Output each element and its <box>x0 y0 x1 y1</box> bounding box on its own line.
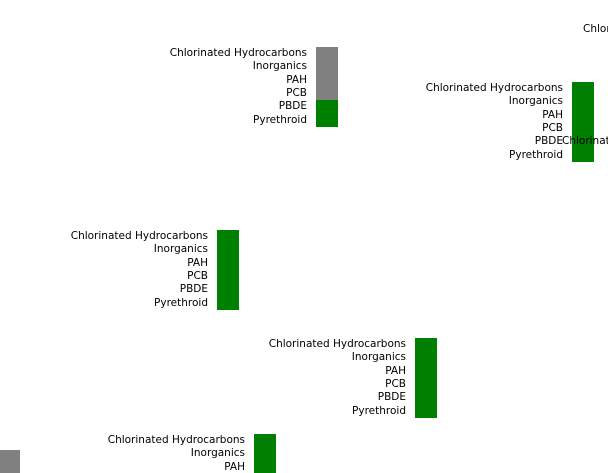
marker-label: Chlorinated Hydrocarbons <box>70 230 208 242</box>
marker-bar[interactable] <box>316 47 338 127</box>
marker-label: Inorganics <box>252 60 307 73</box>
marker-bar-segment <box>316 86 338 101</box>
marker-labels: Chlorinated Hydrocarbons Inorganics PAH PCB… <box>170 47 307 127</box>
marker-bar[interactable] <box>415 338 437 418</box>
marker-label: PAH <box>385 364 406 377</box>
marker-bar-segment <box>316 100 338 114</box>
marker-bar-segment <box>415 391 437 405</box>
marker-label: Chlorinated Hydrocarbons <box>268 338 406 350</box>
marker-bar[interactable] <box>254 434 276 473</box>
marker-label: Pyrethroid <box>509 148 563 161</box>
marker-label: Chlorinated Hydrocarbons <box>107 434 245 446</box>
marker-bar[interactable] <box>217 230 239 310</box>
map-marker: Chlorinated Hydrocarbons Inorganics PAH PCB… <box>420 82 594 162</box>
marker-labels: Chlorinated Hydrocarbons Inorganics PAH PCB… <box>426 82 563 162</box>
marker-label: PBDE <box>278 100 307 113</box>
marker-label: Pyrethroid <box>154 296 208 309</box>
clipped-marker-label: Chlor <box>583 23 608 35</box>
marker-bar-segment <box>415 338 437 352</box>
map-marker: Chlorinated Hydrocarbons Inorganics PAH <box>100 434 276 473</box>
marker-label: Inorganics <box>351 351 406 364</box>
marker-labels: Chlorinated Hydrocarbons Inorganics PAH <box>108 434 245 473</box>
marker-bar-segment <box>254 447 276 461</box>
marker-label: PBDE <box>179 283 208 296</box>
marker-bar-segment <box>217 230 239 244</box>
marker-label: PAH <box>187 256 208 269</box>
marker-bar-segment <box>316 113 338 127</box>
marker-bar-segment <box>572 148 594 162</box>
marker-label: PAH <box>224 460 245 473</box>
marker-bar-segment <box>415 404 437 418</box>
marker-label: Chlorinated Hydrocarbons <box>425 82 563 94</box>
marker-labels: Chlorinated Hydrocarbons Inorganics PAH PCB… <box>71 230 208 310</box>
map-marker: Chlorinated Hydrocarbons Inorganics PAH PCB… <box>60 230 239 310</box>
marker-bar-segment <box>217 243 239 257</box>
marker-label: PCB <box>385 377 406 390</box>
marker-labels: Chlorinated Hydrocarbons Inorganics PAH PCB… <box>269 338 406 418</box>
marker-bar-segment <box>316 47 338 61</box>
marker-bar-segment <box>572 108 594 122</box>
marker-bar-segment <box>572 82 594 96</box>
marker-bar-segment <box>415 351 437 365</box>
marker-label: Pyrethroid <box>352 404 406 417</box>
map-marker: Chlorinated Hydrocarbons Inorganics PAH PCB… <box>160 47 338 127</box>
marker-bar-segment <box>217 296 239 310</box>
marker-bar-segment <box>572 121 594 136</box>
marker-label: PAH <box>542 108 563 121</box>
overlapping-marker-label: Chlorinate <box>562 135 608 147</box>
marker-label: Inorganics <box>153 243 208 256</box>
marker-label: Inorganics <box>508 95 563 108</box>
marker-bar-segment <box>217 269 239 284</box>
marker-label: Pyrethroid <box>253 113 307 126</box>
marker-bar-segment <box>415 364 437 378</box>
marker-label: Inorganics <box>190 447 245 460</box>
marker-label: PBDE <box>377 391 406 404</box>
marker-bar-segment <box>254 460 276 473</box>
marker-bar[interactable] <box>572 82 594 162</box>
marker-bar-segment <box>217 256 239 270</box>
marker-bar-segment <box>415 377 437 392</box>
marker-bar-segment <box>254 434 276 448</box>
marker-bar-segment <box>316 60 338 74</box>
marker-label: PAH <box>286 73 307 86</box>
marker-label: Chlorinated Hydrocarbons <box>169 47 307 59</box>
marker-bar-segment <box>316 73 338 87</box>
marker-label: PBDE <box>534 135 563 148</box>
marker-bar-segment <box>572 135 594 149</box>
marker-label: PCB <box>187 269 208 282</box>
marker-bar-segment <box>572 95 594 109</box>
marker-label: PCB <box>542 121 563 134</box>
map-marker: Chlorinated Hydrocarbons Inorganics PAH PCB… <box>260 338 437 418</box>
marker-label: PCB <box>286 86 307 99</box>
clipped-marker-bar[interactable] <box>0 450 20 473</box>
marker-bar-segment <box>217 283 239 297</box>
